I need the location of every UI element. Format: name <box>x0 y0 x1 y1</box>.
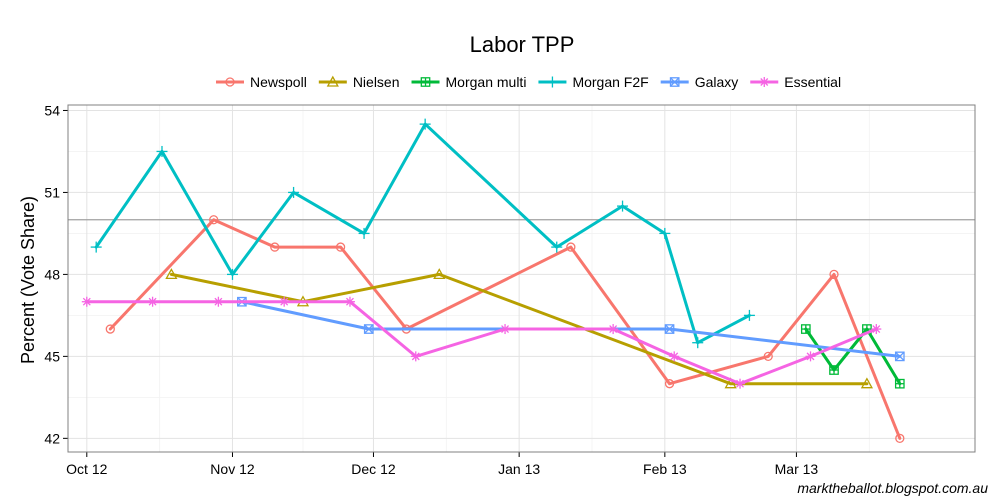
y-tick-label: 51 <box>44 184 60 200</box>
legend-item-galaxy: Galaxy <box>660 74 739 90</box>
x-tick-label: Jan 13 <box>498 461 540 477</box>
data-point-galaxy <box>894 351 905 362</box>
data-point-morgan-f2f <box>617 200 629 212</box>
x-tick-label: Dec 12 <box>351 461 396 477</box>
legend-key-marker <box>669 77 680 87</box>
plot-border <box>67 104 976 453</box>
x-tick-label: Mar 13 <box>775 461 819 477</box>
data-point-essential <box>81 296 92 307</box>
legend-label: Essential <box>784 74 841 90</box>
data-point-morgan-multi <box>894 378 905 389</box>
x-tick-label: Oct 12 <box>66 461 107 477</box>
series-line-essential <box>85 300 878 386</box>
legend-key-marker <box>759 77 770 87</box>
legend-item-essential: Essential <box>750 74 841 90</box>
legend: Newspoll Nielsen Morgan multi Morgan F2F Gal… <box>216 74 841 90</box>
x-tick-label: Feb 13 <box>643 461 687 477</box>
data-point-morgan-f2f <box>288 186 300 198</box>
minor-gridlines <box>68 105 975 452</box>
series-morgan-f2f <box>90 118 755 349</box>
data-point-newspoll <box>664 379 675 389</box>
data-point-morgan-f2f <box>659 227 671 239</box>
data-point-morgan-f2f <box>692 337 704 349</box>
legend-item-newspoll: Newspoll <box>216 74 307 90</box>
data-point-newspoll <box>209 215 219 225</box>
data-point-nielsen <box>860 377 874 389</box>
data-point-morgan-f2f <box>156 145 168 157</box>
legend-key-marker <box>225 77 235 87</box>
data-point-newspoll <box>829 269 839 280</box>
data-point-essential <box>147 296 158 307</box>
legend-item-morgan-f2f: Morgan F2F <box>538 74 649 90</box>
data-point-essential <box>805 351 816 362</box>
data-point-morgan-f2f <box>743 309 755 321</box>
source-caption: marktheballot.blogspot.com.au <box>797 480 988 496</box>
data-point-essential <box>871 324 882 335</box>
data-point-nielsen <box>165 268 178 280</box>
data-point-newspoll <box>335 242 346 252</box>
legend-key-marker <box>420 77 431 87</box>
plot-area: 42 45 48 51 54 Oct 12 Nov 12 Dec 12 Jan 13 Feb 13… <box>44 102 976 477</box>
y-tick-label: 54 <box>44 102 60 118</box>
data-point-newspoll <box>566 242 576 252</box>
data-point-newspoll <box>763 351 773 362</box>
y-tick-label: 48 <box>44 266 60 282</box>
data-point-essential <box>735 378 746 389</box>
legend-label: Morgan multi <box>446 74 527 90</box>
series-newspoll <box>105 215 905 443</box>
legend-item-nielsen: Nielsen <box>318 74 400 90</box>
data-point-morgan-f2f <box>358 227 370 239</box>
data-point-morgan-f2f <box>226 268 238 280</box>
data-point-nielsen <box>433 268 446 280</box>
x-tick-label: Nov 12 <box>210 461 255 477</box>
data-point-morgan-multi <box>829 365 839 375</box>
series-essential <box>81 296 882 389</box>
plot-background <box>68 105 975 452</box>
y-tick-label: 42 <box>44 430 60 446</box>
data-point-morgan-f2f <box>419 118 431 130</box>
data-point-essential <box>608 324 619 335</box>
data-point-morgan-f2f <box>90 241 102 253</box>
legend-key-marker <box>546 76 558 88</box>
data-point-nielsen <box>724 377 737 389</box>
series-line-newspoll <box>108 218 902 440</box>
data-point-newspoll <box>105 324 115 334</box>
data-point-morgan-multi <box>800 324 811 334</box>
data-point-newspoll <box>895 433 905 443</box>
legend-label: Newspoll <box>250 74 307 90</box>
data-point-essential <box>213 296 224 307</box>
legend-key-marker <box>326 75 339 87</box>
legend-label: Nielsen <box>353 74 400 90</box>
series-line-nielsen <box>169 272 869 386</box>
data-point-newspoll <box>270 242 280 252</box>
data-point-galaxy <box>664 324 675 334</box>
data-point-morgan-f2f <box>551 241 563 253</box>
legend-label: Morgan F2F <box>572 74 648 90</box>
data-point-galaxy <box>363 324 374 334</box>
chart-title: Labor TPP <box>470 32 575 57</box>
legend-item-morgan-multi: Morgan multi <box>411 74 527 90</box>
legend-label: Galaxy <box>695 74 739 90</box>
data-point-essential <box>344 296 355 307</box>
major-gridlines <box>68 105 975 452</box>
y-tick-label: 45 <box>44 348 60 364</box>
data-point-essential <box>410 351 421 362</box>
y-axis-label: Percent (Vote Share) <box>18 196 38 364</box>
data-point-essential <box>669 351 680 362</box>
data-point-essential <box>500 324 511 335</box>
data-point-essential <box>279 296 290 307</box>
